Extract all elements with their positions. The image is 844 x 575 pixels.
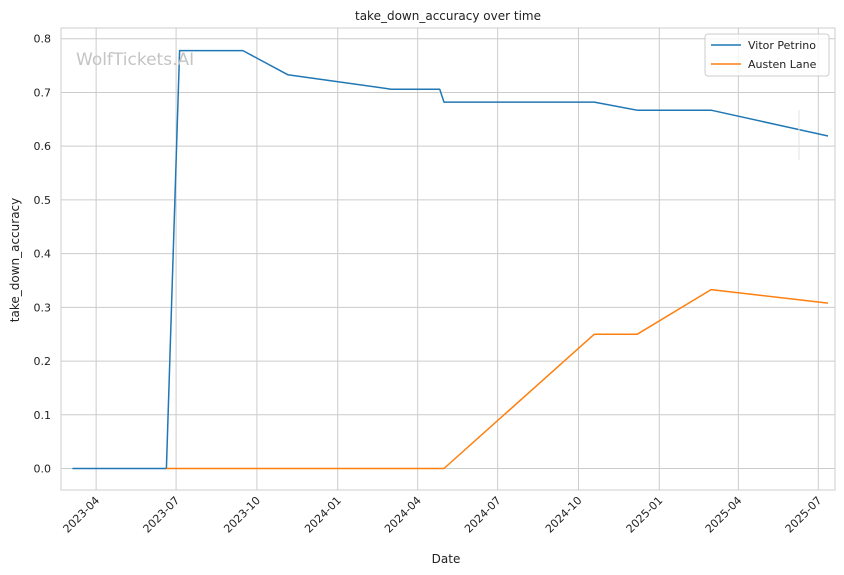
x-tick-label: 2023-10 (221, 494, 263, 536)
plot-area (60, 27, 836, 491)
y-tick-label: 0.7 (34, 86, 52, 99)
x-tick-label: 2025-07 (783, 494, 825, 536)
y-tick-labels: 0.0 0.1 0.2 0.3 0.4 0.5 0.6 0.7 0.8 (34, 33, 52, 476)
x-tick-label: 2023-07 (141, 494, 183, 536)
x-tick-label: 2024-07 (462, 494, 504, 536)
y-tick-label: 0.5 (34, 194, 52, 207)
series-line-vitor-petrino (72, 49, 829, 470)
series-line-austen-lane (166, 288, 829, 470)
y-tick-label: 0.8 (34, 33, 52, 46)
y-tick-label: 0.3 (34, 301, 52, 314)
watermark-text: WolfTickets.AI (76, 50, 194, 70)
x-tick-label: 2024-01 (302, 494, 344, 536)
y-tick-label: 0.0 (34, 463, 52, 476)
x-tick-labels: 2023-04 2023-07 2023-10 2024-01 2024-04 2024-… (61, 494, 825, 536)
x-tick-label: 2025-01 (624, 494, 666, 536)
x-tick-label: 2024-04 (382, 494, 424, 536)
y-tick-label: 0.1 (34, 409, 52, 422)
legend-label-austen-lane: Austen Lane (748, 58, 817, 71)
y-tick-label: 0.2 (34, 355, 52, 368)
y-tick-label: 0.6 (34, 140, 52, 153)
legend: Vitor Petrino Austen Lane (704, 33, 830, 77)
x-tick-label: 2023-04 (61, 494, 103, 536)
chart-title: take_down_accuracy over time (355, 9, 541, 23)
x-axis-label: Date (432, 552, 461, 566)
series-lines (72, 49, 829, 470)
x-tick-label: 2025-04 (703, 494, 745, 536)
y-axis-label: take_down_accuracy (8, 198, 22, 322)
y-tick-label: 0.4 (34, 248, 52, 261)
x-tick-label: 2024-10 (543, 494, 585, 536)
legend-label-vitor-petrino: Vitor Petrino (748, 39, 816, 52)
